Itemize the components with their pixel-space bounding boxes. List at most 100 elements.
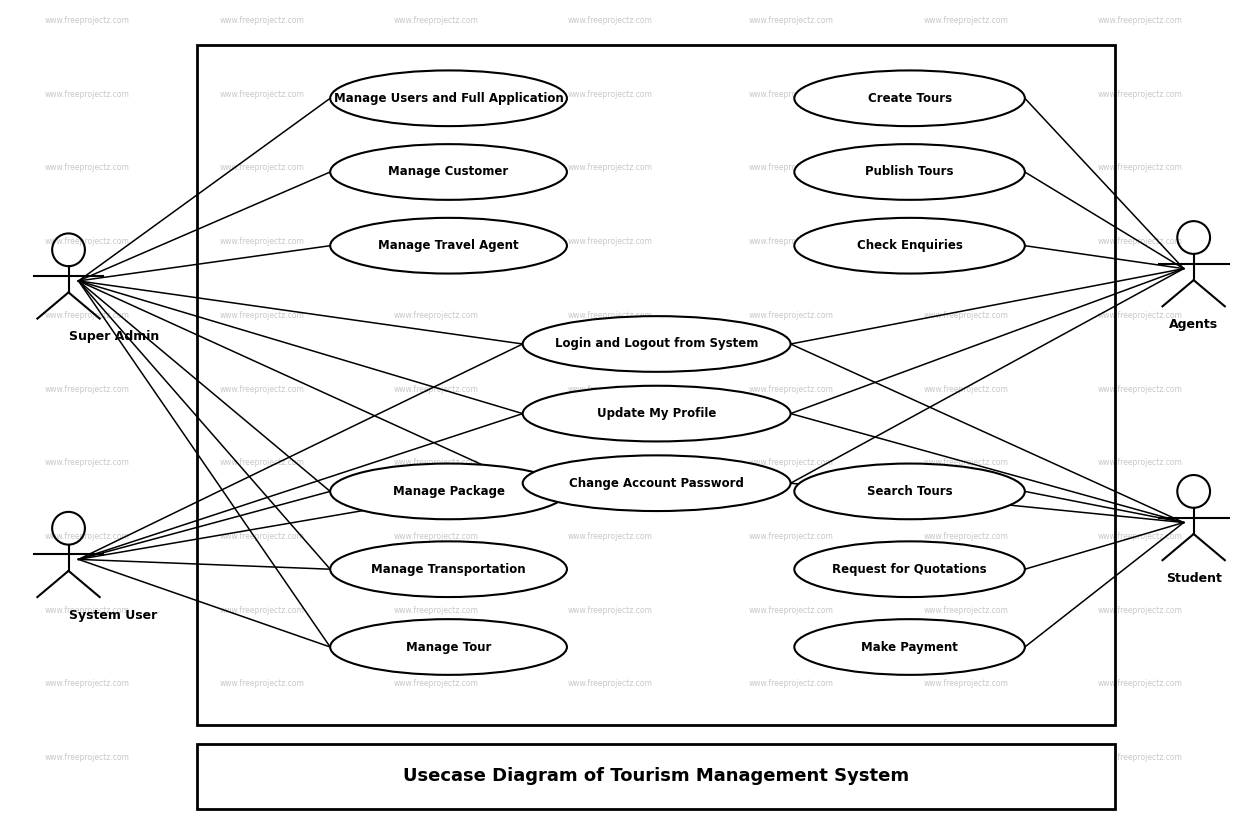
Text: www.freeprojectz.com: www.freeprojectz.com — [45, 680, 130, 688]
Text: www.freeprojectz.com: www.freeprojectz.com — [219, 16, 304, 25]
Text: www.freeprojectz.com: www.freeprojectz.com — [923, 606, 1008, 614]
Text: www.freeprojectz.com: www.freeprojectz.com — [749, 90, 834, 98]
Text: Make Payment: Make Payment — [861, 640, 958, 654]
Text: www.freeprojectz.com: www.freeprojectz.com — [749, 16, 834, 25]
Text: www.freeprojectz.com: www.freeprojectz.com — [923, 311, 1008, 319]
Text: www.freeprojectz.com: www.freeprojectz.com — [219, 532, 304, 541]
Text: Manage Tour: Manage Tour — [406, 640, 491, 654]
Text: Usecase Diagram of Tourism Management System: Usecase Diagram of Tourism Management Sy… — [402, 767, 910, 785]
Ellipse shape — [330, 541, 567, 597]
Text: www.freeprojectz.com: www.freeprojectz.com — [923, 532, 1008, 541]
Text: Manage Customer: Manage Customer — [389, 165, 508, 179]
Bar — [197, 744, 1115, 809]
Text: Manage Package: Manage Package — [392, 485, 505, 498]
Text: www.freeprojectz.com: www.freeprojectz.com — [394, 90, 478, 98]
Text: www.freeprojectz.com: www.freeprojectz.com — [394, 532, 478, 541]
Text: www.freeprojectz.com: www.freeprojectz.com — [568, 459, 653, 467]
Text: www.freeprojectz.com: www.freeprojectz.com — [219, 164, 304, 172]
Text: www.freeprojectz.com: www.freeprojectz.com — [45, 385, 130, 393]
Text: www.freeprojectz.com: www.freeprojectz.com — [749, 311, 834, 319]
Text: www.freeprojectz.com: www.freeprojectz.com — [749, 385, 834, 393]
Text: Manage Transportation: Manage Transportation — [371, 563, 526, 576]
Text: www.freeprojectz.com: www.freeprojectz.com — [219, 606, 304, 614]
Text: www.freeprojectz.com: www.freeprojectz.com — [45, 16, 130, 25]
Ellipse shape — [795, 144, 1024, 200]
Text: www.freeprojectz.com: www.freeprojectz.com — [568, 606, 653, 614]
Text: Search Tours: Search Tours — [867, 485, 952, 498]
Ellipse shape — [330, 619, 567, 675]
Text: www.freeprojectz.com: www.freeprojectz.com — [45, 606, 130, 614]
Text: www.freeprojectz.com: www.freeprojectz.com — [219, 90, 304, 98]
Ellipse shape — [330, 218, 567, 274]
Text: www.freeprojectz.com: www.freeprojectz.com — [1098, 606, 1182, 614]
Text: www.freeprojectz.com: www.freeprojectz.com — [749, 164, 834, 172]
Text: Request for Quotations: Request for Quotations — [832, 563, 987, 576]
Text: www.freeprojectz.com: www.freeprojectz.com — [219, 680, 304, 688]
Text: www.freeprojectz.com: www.freeprojectz.com — [568, 532, 653, 541]
Text: Manage Travel Agent: Manage Travel Agent — [379, 239, 518, 252]
Ellipse shape — [330, 464, 567, 519]
Text: www.freeprojectz.com: www.freeprojectz.com — [1098, 532, 1182, 541]
Ellipse shape — [795, 70, 1024, 126]
Text: www.freeprojectz.com: www.freeprojectz.com — [45, 459, 130, 467]
Text: www.freeprojectz.com: www.freeprojectz.com — [219, 385, 304, 393]
Text: www.freeprojectz.com: www.freeprojectz.com — [923, 459, 1008, 467]
Text: www.freeprojectz.com: www.freeprojectz.com — [749, 532, 834, 541]
Text: www.freeprojectz.com: www.freeprojectz.com — [1098, 459, 1182, 467]
Text: Manage Users and Full Application: Manage Users and Full Application — [334, 92, 563, 105]
Text: www.freeprojectz.com: www.freeprojectz.com — [749, 680, 834, 688]
Text: www.freeprojectz.com: www.freeprojectz.com — [394, 606, 478, 614]
Text: www.freeprojectz.com: www.freeprojectz.com — [1098, 164, 1182, 172]
Text: Create Tours: Create Tours — [867, 92, 952, 105]
Text: www.freeprojectz.com: www.freeprojectz.com — [45, 311, 130, 319]
Ellipse shape — [523, 386, 790, 441]
Ellipse shape — [330, 70, 567, 126]
Text: www.freeprojectz.com: www.freeprojectz.com — [1098, 680, 1182, 688]
Text: www.freeprojectz.com: www.freeprojectz.com — [394, 680, 478, 688]
Text: www.freeprojectz.com: www.freeprojectz.com — [219, 753, 304, 762]
Text: www.freeprojectz.com: www.freeprojectz.com — [568, 753, 653, 762]
Bar — [197, 45, 1115, 725]
Text: www.freeprojectz.com: www.freeprojectz.com — [45, 753, 130, 762]
Text: Agents: Agents — [1169, 318, 1219, 331]
Text: www.freeprojectz.com: www.freeprojectz.com — [923, 16, 1008, 25]
Text: www.freeprojectz.com: www.freeprojectz.com — [219, 311, 304, 319]
Text: www.freeprojectz.com: www.freeprojectz.com — [219, 238, 304, 246]
Text: www.freeprojectz.com: www.freeprojectz.com — [1098, 16, 1182, 25]
Text: Check Enquiries: Check Enquiries — [857, 239, 962, 252]
Text: www.freeprojectz.com: www.freeprojectz.com — [923, 164, 1008, 172]
Text: www.freeprojectz.com: www.freeprojectz.com — [219, 459, 304, 467]
Text: www.freeprojectz.com: www.freeprojectz.com — [749, 753, 834, 762]
Text: www.freeprojectz.com: www.freeprojectz.com — [568, 90, 653, 98]
Text: www.freeprojectz.com: www.freeprojectz.com — [923, 238, 1008, 246]
Text: www.freeprojectz.com: www.freeprojectz.com — [45, 532, 130, 541]
Text: www.freeprojectz.com: www.freeprojectz.com — [45, 164, 130, 172]
Text: www.freeprojectz.com: www.freeprojectz.com — [394, 459, 478, 467]
Text: www.freeprojectz.com: www.freeprojectz.com — [568, 385, 653, 393]
Text: www.freeprojectz.com: www.freeprojectz.com — [394, 753, 478, 762]
Text: www.freeprojectz.com: www.freeprojectz.com — [568, 164, 653, 172]
Text: Login and Logout from System: Login and Logout from System — [554, 337, 759, 351]
Text: www.freeprojectz.com: www.freeprojectz.com — [923, 680, 1008, 688]
Text: www.freeprojectz.com: www.freeprojectz.com — [749, 459, 834, 467]
Text: www.freeprojectz.com: www.freeprojectz.com — [1098, 238, 1182, 246]
Text: www.freeprojectz.com: www.freeprojectz.com — [568, 311, 653, 319]
Text: www.freeprojectz.com: www.freeprojectz.com — [923, 385, 1008, 393]
Ellipse shape — [795, 619, 1024, 675]
Text: www.freeprojectz.com: www.freeprojectz.com — [749, 238, 834, 246]
Text: Update My Profile: Update My Profile — [597, 407, 716, 420]
Text: Publish Tours: Publish Tours — [865, 165, 954, 179]
Ellipse shape — [795, 541, 1024, 597]
Text: www.freeprojectz.com: www.freeprojectz.com — [923, 90, 1008, 98]
Text: www.freeprojectz.com: www.freeprojectz.com — [749, 606, 834, 614]
Text: www.freeprojectz.com: www.freeprojectz.com — [45, 90, 130, 98]
Text: www.freeprojectz.com: www.freeprojectz.com — [1098, 90, 1182, 98]
Text: System User: System User — [69, 609, 157, 622]
Ellipse shape — [795, 218, 1024, 274]
Text: www.freeprojectz.com: www.freeprojectz.com — [923, 753, 1008, 762]
Text: www.freeprojectz.com: www.freeprojectz.com — [394, 164, 478, 172]
Text: www.freeprojectz.com: www.freeprojectz.com — [394, 16, 478, 25]
Text: Super Admin: Super Admin — [69, 330, 158, 343]
Text: www.freeprojectz.com: www.freeprojectz.com — [1098, 311, 1182, 319]
Text: Change Account Password: Change Account Password — [569, 477, 744, 490]
